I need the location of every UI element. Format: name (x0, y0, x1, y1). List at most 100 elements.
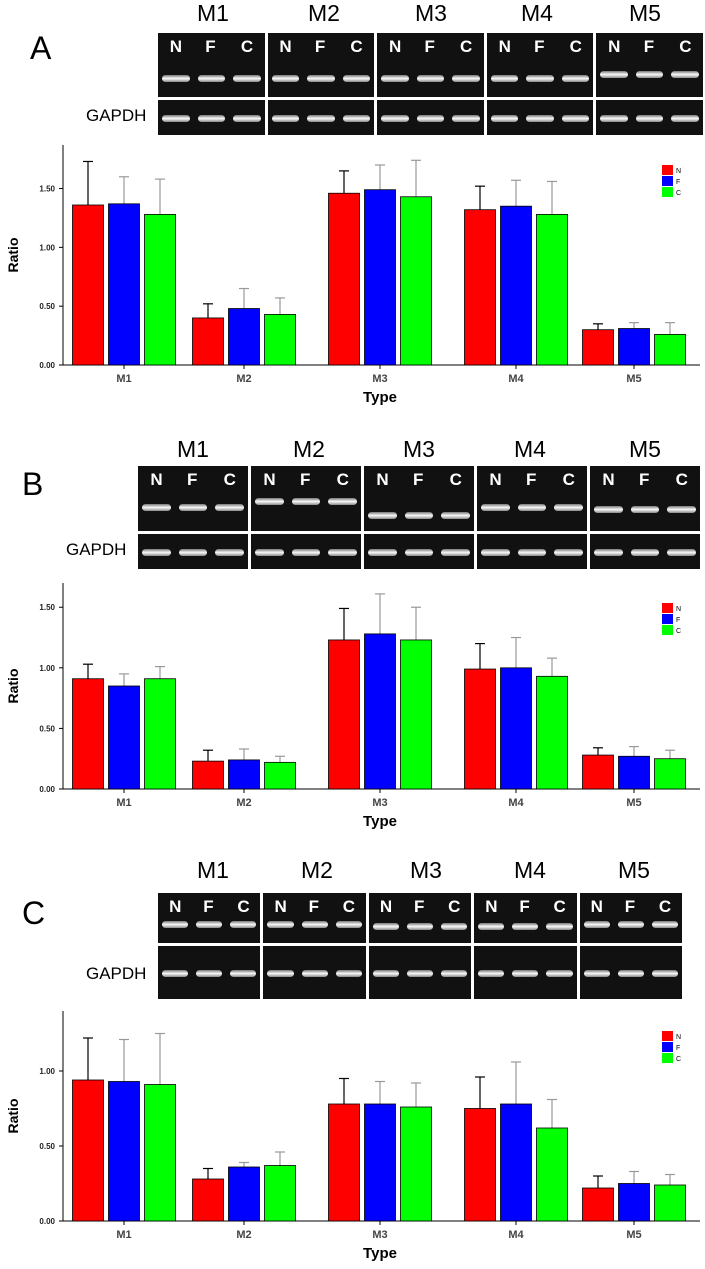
x-tick-label: M2 (236, 373, 251, 385)
gel-label-m4: M4 (514, 436, 546, 462)
y-tick-label: 1.50 (39, 603, 55, 612)
gel-band (230, 969, 257, 977)
lane-label: C (658, 897, 672, 916)
bar-n-m4 (464, 668, 496, 790)
lane-label: N (489, 470, 502, 489)
gel-band (162, 969, 189, 977)
bar-c-m5 (654, 334, 686, 366)
legend-label: N (676, 1034, 681, 1041)
bar-n-m4 (464, 1108, 496, 1222)
bar-f-m3 (364, 1103, 396, 1222)
y-tick-label: 0.50 (39, 1142, 55, 1151)
y-tick-label: 0.00 (39, 361, 55, 370)
gel-band (490, 75, 519, 82)
bar-c-m4 (536, 1127, 568, 1222)
gel-band (478, 923, 505, 930)
gel-band (255, 548, 284, 556)
lane-label: C (448, 897, 461, 916)
gel-target-block (590, 466, 700, 531)
bar-n-m2 (192, 760, 224, 790)
gel-label-m3: M3 (403, 436, 435, 462)
x-tick-label: M1 (116, 373, 131, 385)
gapdh-label: GAPDH (66, 540, 127, 559)
gel-band (441, 548, 470, 556)
gel-band (630, 548, 660, 556)
bar-n-m2 (192, 317, 224, 366)
lane-label: N (376, 470, 389, 489)
lane-label: C (336, 470, 349, 489)
gel-label-m5: M5 (618, 857, 650, 883)
gel-band (594, 506, 623, 513)
lane-label: N (485, 897, 498, 916)
gel-band (335, 969, 362, 977)
gel-band (197, 114, 226, 122)
y-tick-label: 0.00 (39, 785, 55, 794)
legend-swatch-c (662, 187, 673, 197)
x-tick-label: M4 (508, 1229, 524, 1241)
lane-label: F (300, 470, 311, 489)
gel-target-block (477, 466, 587, 531)
x-tick-label: M3 (372, 1229, 387, 1241)
gel-band (517, 504, 547, 511)
bar-f-m3 (364, 189, 396, 366)
bar-c-m5 (654, 1184, 686, 1222)
lane-label: N (498, 37, 511, 56)
gel-band (546, 923, 573, 930)
gel-band (452, 114, 480, 122)
bar-c-m3 (400, 1106, 432, 1222)
bar-c-m4 (536, 675, 568, 790)
lane-label: C (223, 470, 236, 489)
gel-band (651, 921, 678, 928)
gel-band (196, 969, 223, 977)
x-tick-label: M5 (626, 797, 641, 809)
gel-label-m2: M2 (301, 857, 333, 883)
legend-swatch-f (662, 176, 673, 186)
gel-band (478, 969, 505, 977)
gel-band (594, 548, 623, 556)
lane-label: F (205, 37, 216, 56)
y-tick-label: 1.00 (39, 1067, 55, 1076)
legend-swatch-c (662, 625, 673, 635)
gel-label-m4: M4 (521, 0, 553, 26)
lane-label: C (562, 470, 575, 489)
y-axis-label: Ratio (5, 1099, 21, 1134)
x-tick-label: M1 (116, 797, 131, 809)
bar-chart: 0.00 0.50 1.00 1.50 Ratio M1 M2 M3 M4 M5 Type NFC (5, 145, 700, 406)
lane-label: F (519, 897, 530, 916)
lane-label: F (534, 37, 545, 56)
bar-f-m2 (228, 308, 260, 366)
bar-n-m2 (192, 1178, 224, 1222)
legend-label: N (676, 606, 681, 613)
bar-n-m3 (328, 192, 360, 366)
y-tick-label: 1.00 (39, 243, 55, 252)
legend-swatch-n (662, 603, 673, 613)
x-tick-label: M4 (508, 373, 524, 385)
gel-band (554, 504, 583, 511)
gel-band (416, 75, 445, 82)
gel-band (230, 921, 257, 928)
x-tick-label: M1 (116, 1229, 131, 1241)
bar-f-m1 (108, 685, 140, 790)
gel-band (512, 969, 539, 977)
gel-band (233, 75, 261, 82)
gel-label-m1: M1 (197, 0, 229, 26)
gel-target-block (486, 33, 594, 97)
y-tick-label: 0.00 (39, 1217, 55, 1226)
panel-b: B M1 M2 M3 M4 M5 GAPDH 0.00 0.50 1.00 1.50 R… (5, 436, 700, 830)
gapdh-label: GAPDH (86, 106, 147, 125)
gel-band (291, 548, 321, 556)
gel-band (617, 969, 644, 977)
gel-band (255, 498, 284, 505)
lane-label: C (240, 37, 254, 56)
gel-band (441, 512, 470, 519)
bar-f-m4 (500, 667, 532, 790)
gel-band (617, 921, 644, 928)
lane-label: C (237, 897, 250, 916)
gel-band (162, 114, 190, 122)
gel-band (162, 921, 189, 928)
gel-label-m3: M3 (415, 0, 447, 26)
bar-c-m2 (264, 1165, 296, 1222)
lane-label: F (424, 37, 435, 56)
bar-n-m1 (72, 204, 104, 366)
